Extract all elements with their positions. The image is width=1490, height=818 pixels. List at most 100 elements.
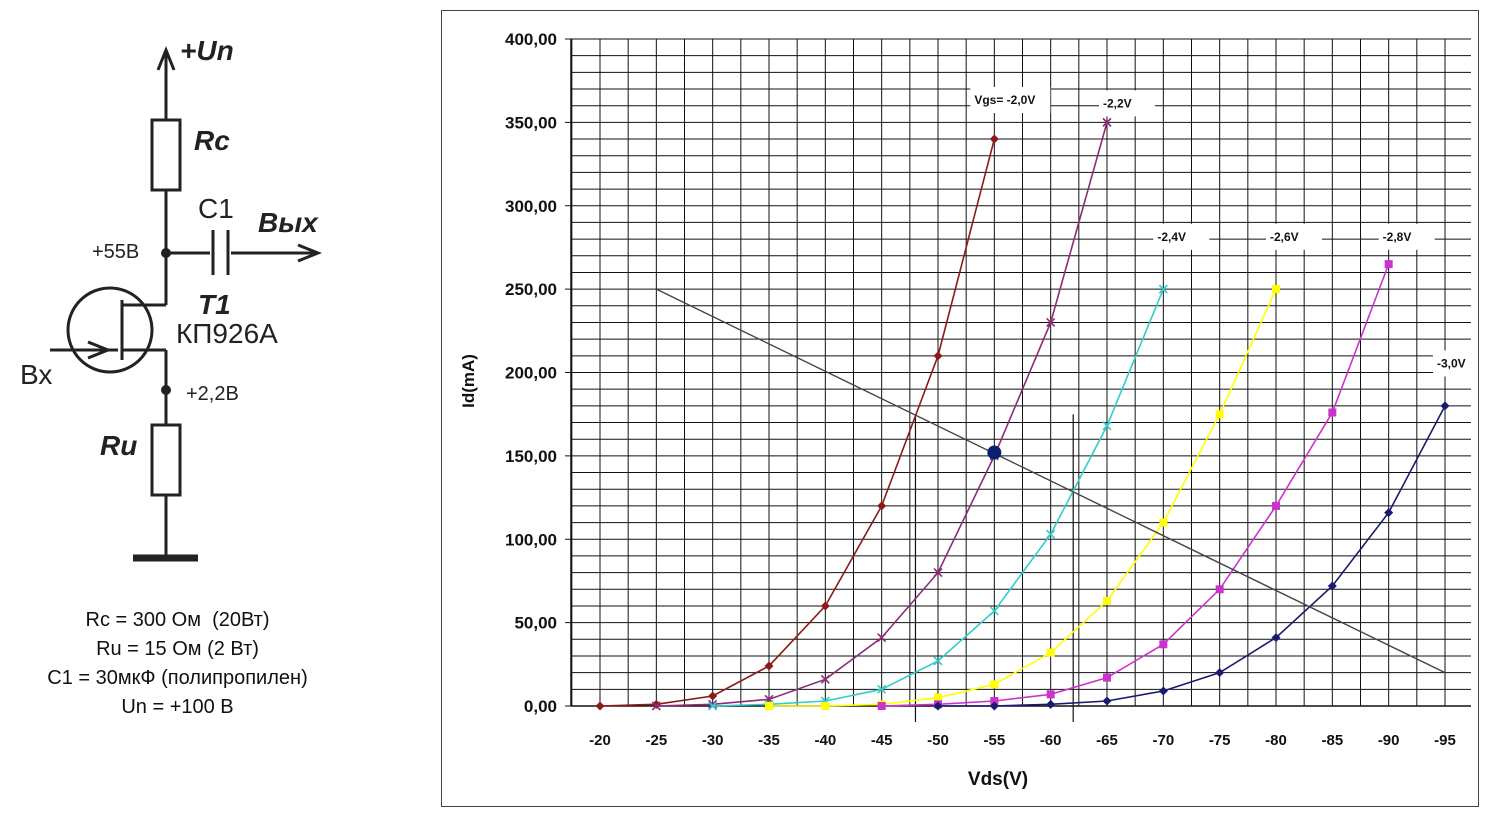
y-tick-label: 200,00 xyxy=(505,364,557,383)
series-label-bg xyxy=(1266,223,1322,250)
y-tick-label: 50,00 xyxy=(514,614,557,633)
transistor-label: T1 xyxy=(198,289,231,320)
ru-label: Ru xyxy=(100,430,137,461)
data-point xyxy=(764,661,774,671)
drain-voltage-label: +55В xyxy=(92,241,139,263)
y-axis-title: Id(mA) xyxy=(459,354,478,408)
data-point xyxy=(877,501,887,511)
x-tick-label: -40 xyxy=(814,732,836,749)
data-point xyxy=(1102,696,1112,706)
x-tick-label: -65 xyxy=(1096,732,1118,749)
supply-label: +Un xyxy=(180,35,234,66)
data-point xyxy=(821,702,830,710)
data-point xyxy=(820,601,830,611)
series-label-bg xyxy=(1378,223,1435,250)
load-line xyxy=(656,288,1446,674)
curve-4: -2,6V xyxy=(765,223,1322,710)
operating-point xyxy=(987,445,1002,460)
data-point xyxy=(651,701,661,711)
x-tick-label: -85 xyxy=(1321,732,1343,749)
data-point xyxy=(1046,648,1055,657)
rc-resistor xyxy=(150,118,182,192)
data-point xyxy=(1272,285,1280,294)
data-point xyxy=(820,674,830,684)
data-point xyxy=(1272,501,1280,510)
spec-ru: Ru = 15 Ом (2 Вт) xyxy=(96,638,259,660)
data-point xyxy=(933,351,943,361)
data-point xyxy=(1046,690,1055,699)
x-tick-label: -75 xyxy=(1209,732,1231,749)
series-label: -2,4V xyxy=(1157,230,1186,244)
data-point xyxy=(595,701,605,711)
gate-arrow-icon xyxy=(87,340,113,360)
x-tick-label: -55 xyxy=(983,732,1005,749)
drain-node xyxy=(161,248,171,258)
source-node xyxy=(161,385,171,395)
data-point xyxy=(989,134,999,144)
grid-lines xyxy=(571,38,1471,707)
x-tick-label: -25 xyxy=(645,732,667,749)
y-tick-label: 100,00 xyxy=(505,530,557,549)
data-point xyxy=(1046,699,1056,709)
data-point xyxy=(990,680,999,689)
transistor-model-label: КП926А xyxy=(176,318,278,349)
data-point xyxy=(1159,640,1168,649)
data-point xyxy=(708,691,718,701)
curve-5: -2,8V xyxy=(877,223,1435,710)
data-point xyxy=(877,702,886,710)
curve-1: Vgs= -2,0V xyxy=(595,87,1051,711)
data-point xyxy=(651,699,661,709)
series-label-bg xyxy=(1433,350,1478,377)
output-label: Вых xyxy=(258,207,319,238)
data-point xyxy=(1158,284,1168,294)
x-tick-label: -80 xyxy=(1265,732,1287,749)
c1-label: C1 xyxy=(198,193,234,224)
data-point xyxy=(933,701,943,711)
supply-arrow-icon xyxy=(156,45,176,71)
data-point xyxy=(989,606,999,616)
series-label: -2,6V xyxy=(1270,230,1299,244)
data-point xyxy=(1103,673,1111,682)
x-tick-label: -35 xyxy=(758,732,780,749)
circuit-schematic: +Un Rc C1 Вых +55В T1 КП926А Вх +2,2В Ru xyxy=(20,35,323,562)
data-point xyxy=(1384,260,1393,269)
data-point xyxy=(989,701,999,711)
data-point xyxy=(877,684,887,694)
curve-line xyxy=(938,405,1446,707)
data-point xyxy=(765,702,773,710)
x-tick-label: -30 xyxy=(702,732,724,749)
output-arrow-icon xyxy=(297,243,323,263)
spec-rc: Rc = 300 Ом (20Вт) xyxy=(85,609,270,631)
data-point xyxy=(990,696,999,705)
data-point xyxy=(1215,410,1224,419)
series-label: Vgs= -2,0V xyxy=(974,93,1035,107)
x-tick-label: -70 xyxy=(1152,732,1174,749)
data-point xyxy=(1328,408,1337,417)
y-tick-label: 0,00 xyxy=(524,697,557,716)
ru-resistor xyxy=(150,423,182,497)
input-label: Вх xyxy=(20,359,52,390)
data-point xyxy=(1384,508,1394,518)
data-point xyxy=(1159,518,1168,527)
series-label: -2,8V xyxy=(1383,230,1412,244)
spec-c1: C1 = 30мкФ (полипропилен) xyxy=(47,667,308,689)
data-point xyxy=(708,699,718,709)
data-point xyxy=(708,701,718,711)
data-point xyxy=(1102,421,1112,431)
curve-line xyxy=(769,288,1277,707)
series-label: -2,2V xyxy=(1103,96,1132,110)
data-point xyxy=(934,693,942,702)
data-point xyxy=(1102,117,1112,127)
curve-line xyxy=(881,263,1390,707)
x-tick-label: -60 xyxy=(1040,732,1062,749)
component-specs: Rc = 300 Ом (20Вт) Ru = 15 Ом (2 Вт) C1 … xyxy=(0,606,355,722)
transistor-body xyxy=(66,286,154,374)
x-tick-label: -95 xyxy=(1434,732,1456,749)
x-tick-label: -45 xyxy=(871,732,893,749)
id-vds-chart: 0,00 50,00 100,00 150,00 200,00 250,00 300,00 3… xyxy=(459,30,1478,790)
spec-un: Un = +100 В xyxy=(121,696,234,718)
y-tick-label: 350,00 xyxy=(505,113,557,132)
series-label-bg xyxy=(1153,223,1210,250)
series-label-bg xyxy=(1099,90,1155,117)
data-point xyxy=(933,656,943,666)
